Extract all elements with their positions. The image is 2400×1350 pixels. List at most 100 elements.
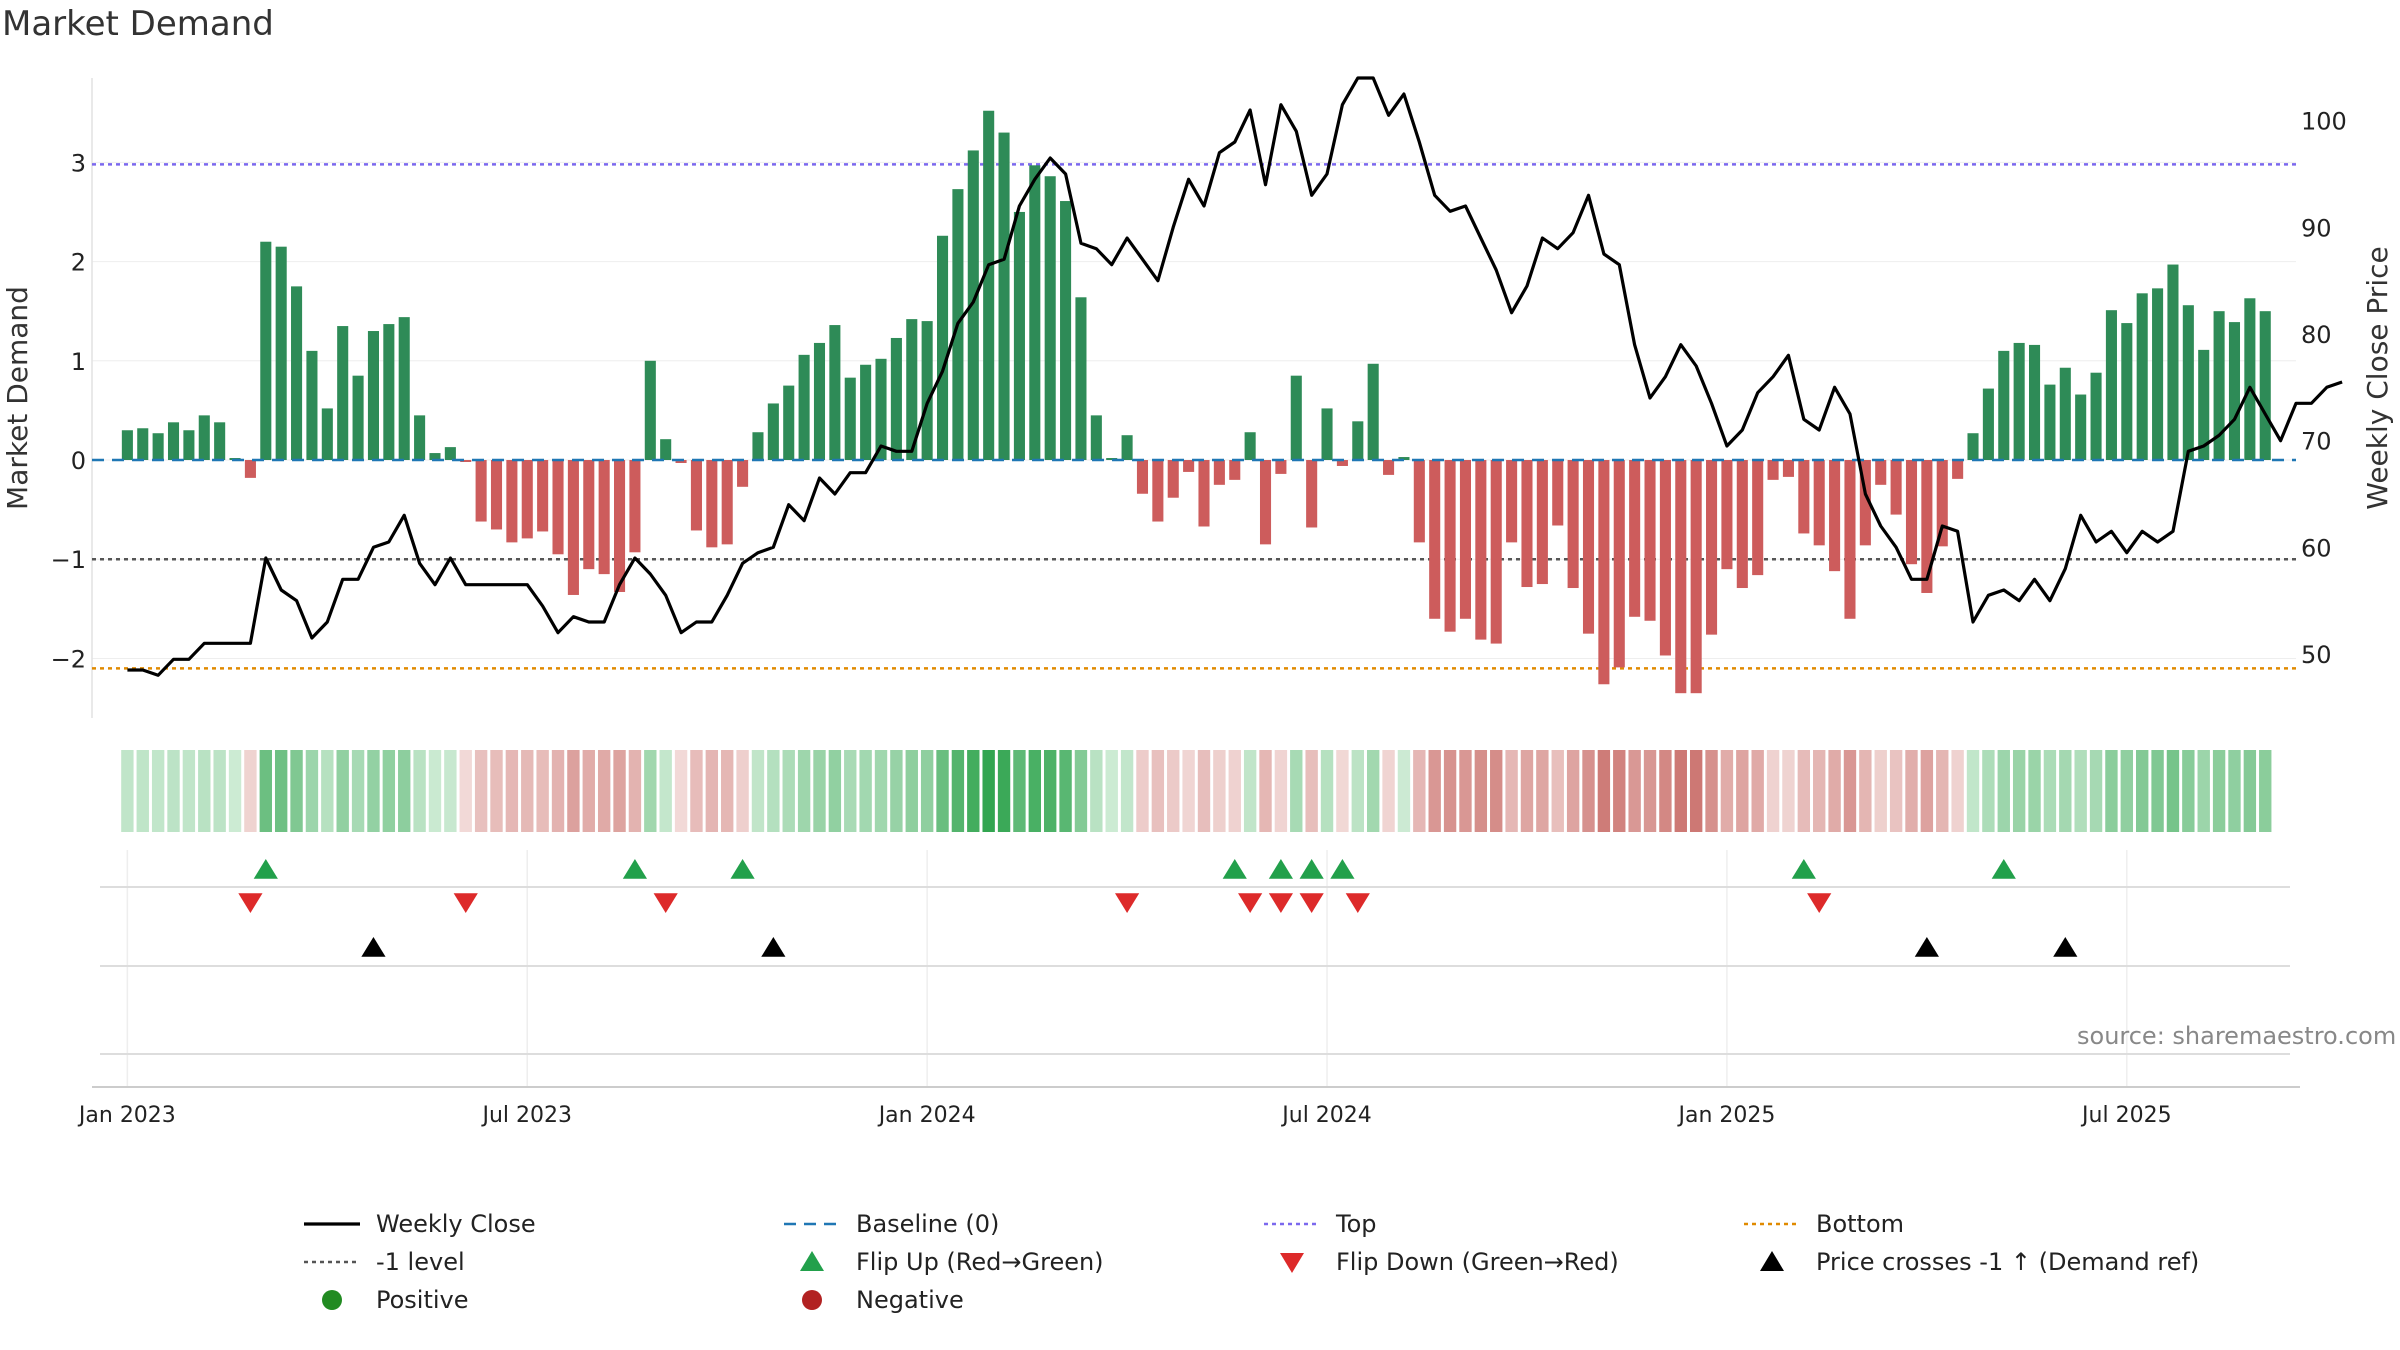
demand-bar [875,358,887,461]
heat-cell [2059,750,2072,832]
demand-bar [1782,460,1794,477]
demand-bar [198,415,210,461]
heat-cell [721,750,734,832]
triangle-up-green-icon [800,1251,824,1271]
flip-down-marker [238,893,263,913]
heat-cell [428,750,442,832]
x-tick-label: Jul 2025 [2080,1103,2172,1128]
demand-bar [537,460,549,532]
legend-item: Top [1260,1206,1377,1242]
demand-bar [1598,460,1610,685]
heat-cell [521,750,534,832]
demand-bar [429,453,441,461]
flip-down-marker [1345,893,1370,913]
demand-bar [1767,460,1779,480]
chart-title: Market Demand [2,4,274,44]
legend-label: Top [1336,1210,1377,1238]
demand-bar [1321,408,1333,461]
flip-down-marker [1807,893,1832,913]
heat-cell [1689,750,1703,832]
heat-cell [1428,750,1441,832]
y-left-tick-label: 2 [71,249,86,277]
heat-cell [505,750,519,832]
demand-bar [1752,460,1764,576]
heat-cell [936,750,949,832]
demand-bar [1213,460,1225,485]
demand-bar [906,319,918,461]
demand-bar [475,460,487,522]
demand-bar [1890,460,1902,515]
demand-bar [1459,460,1471,619]
demand-bar [921,321,933,461]
heat-cell [1044,750,1057,832]
demand-bars [121,110,2271,694]
heat-cell [1936,750,1949,832]
demand-bar [737,460,749,487]
heat-cell [2228,750,2241,832]
demand-bar [1844,460,1856,619]
heat-cell [136,750,149,832]
demand-bar [383,324,395,461]
heat-cell [1120,750,1134,832]
demand-bar [2090,372,2102,461]
x-tick-label: Jan 2025 [1676,1103,1775,1128]
flip-up-marker [1299,859,1324,879]
y-left-tick-label: 3 [71,149,86,177]
demand-bar [690,460,702,531]
demand-bar [152,433,164,461]
heat-strip [121,750,2272,832]
circle-green-icon [322,1290,342,1310]
heat-cell [2074,750,2087,832]
demand-bar [721,460,733,545]
demand-bar [1444,460,1456,632]
legend-label: Flip Up (Red→Green) [856,1248,1104,1276]
triangle-up-black-icon [1760,1251,1784,1271]
line-dot-orange-icon [1744,1222,1800,1226]
flip-up-marker [1791,859,1816,879]
heat-cell [813,750,826,832]
heat-cell [490,750,503,832]
heat-cell [705,750,719,832]
demand-bar [521,460,533,539]
demand-bar [1629,460,1641,617]
demand-bar [2136,293,2148,461]
demand-bar [2013,342,2025,461]
demand-bar [1905,460,1918,565]
grid-layer [91,78,2300,1088]
legend-item: Weekly Close [300,1206,536,1242]
heat-cell [2151,750,2164,832]
demand-bar [1060,201,1072,461]
heat-cell [2243,750,2257,832]
flip-down-marker [1238,893,1263,913]
demand-bar [2244,298,2256,461]
heat-cell [2197,750,2210,832]
heat-cell [567,750,580,832]
heat-cell [1090,750,1103,832]
legend-item: Flip Down (Green→Red) [1260,1244,1619,1280]
legend-label: Flip Down (Green→Red) [1336,1248,1619,1276]
demand-bar [1336,460,1348,466]
heat-cell [2259,750,2272,832]
demand-bar [1967,433,1979,461]
heat-cell [828,750,842,832]
heat-cell [1505,750,1518,832]
heat-cell [244,750,257,832]
heat-cell [1736,750,1749,832]
heat-cell [644,750,657,832]
heat-cell [1582,750,1595,832]
demand-bar [367,331,379,461]
heat-cell [782,750,795,832]
flip-up-marker [730,859,755,879]
legend-item: -1 level [300,1244,465,1280]
heat-cell [1197,750,1211,832]
demand-bar [1829,460,1841,572]
demand-bar [1075,297,1087,461]
flip-up-marker [253,859,278,879]
y-right-tick-label: 90 [2301,214,2332,242]
heat-cell [1413,750,1426,832]
heat-cell [1828,750,1841,832]
flip-up-marker [1991,859,2016,879]
demand-bar [490,460,503,530]
demand-bar [1398,457,1410,461]
heat-cell [459,750,472,832]
